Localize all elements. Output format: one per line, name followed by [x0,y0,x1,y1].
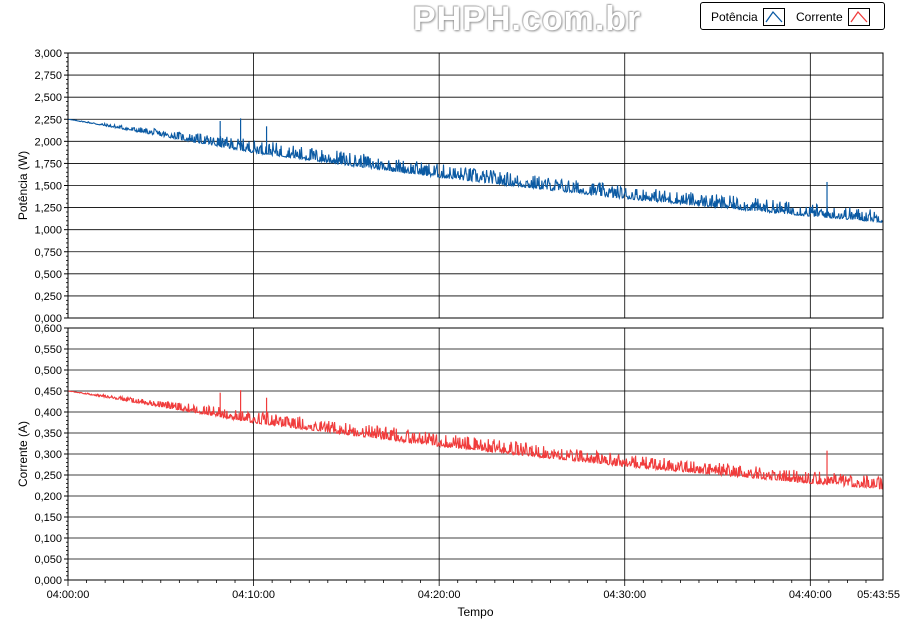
corrente-ytick-label: 0,050 [34,554,62,566]
xtick-label: 04:20:00 [418,589,461,601]
xtick-label: 04:40:00 [789,589,832,601]
corrente-ytick-label: 0,450 [34,386,62,398]
corrente-ytick-label: 0,000 [34,575,62,587]
corrente-ytick-label: 0,200 [34,491,62,503]
legend-label-corrente: Corrente [796,10,843,24]
corrente-plot-frame [67,327,884,581]
xlabel: Tempo [457,605,493,619]
red-line-icon [847,8,870,26]
xtick-label: 05:43:55 [857,589,900,601]
potencia-ytick-label: 3,000 [34,48,62,60]
xtick-label: 04:10:00 [232,589,275,601]
xtick-label: 04:30:00 [603,589,646,601]
potencia-plot-frame [67,52,884,319]
corrente-ytick-label: 0,550 [34,344,62,356]
legend-item-potencia[interactable]: Potência [711,7,785,27]
potencia-ytick-label: 1,750 [34,158,62,170]
potencia-ytick-label: 0,750 [34,247,62,259]
corrente-ytick-label: 0,100 [34,533,62,545]
watermark: PHPH.com.br [413,0,642,38]
corrente-ytick-label: 0,400 [34,407,62,419]
corrente-ytick-label: 0,600 [34,323,62,335]
xtick-label: 04:00:00 [47,589,90,601]
corrente-ytick-label: 0,250 [34,470,62,482]
potencia-ytick-label: 2,750 [34,70,62,82]
blue-line-icon [762,8,785,26]
potencia-ytick-label: 0,500 [34,269,62,281]
potencia-ytick-label: 2,500 [34,92,62,104]
corrente-ylabel: Corrente (A) [16,421,30,487]
potencia-ytick-label: 0,000 [34,313,62,325]
corrente-ytick-label: 0,300 [34,449,62,461]
corrente-plot: 0,000 0,050 0,100 0,150 0,200 0,250 0,300 0,350… [16,323,900,619]
potencia-ytick-label: 1,500 [34,181,62,193]
corrente-ytick-label: 0,150 [34,512,62,524]
potencia-ytick-label: 0,250 [34,291,62,303]
potencia-ytick-label: 2,250 [34,114,62,126]
potencia-series-line [67,118,884,224]
potencia-ytick-label: 2,000 [34,136,62,148]
legend: Potência Corrente [700,2,885,30]
potencia-ylabel: Potência (W) [16,151,30,220]
potencia-ytick-label: 1,250 [34,203,62,215]
corrente-series-line [67,390,884,490]
potencia-ytick-label: 1,000 [34,225,62,237]
corrente-ytick-label: 0,500 [34,365,62,377]
corrente-ytick-label: 0,350 [34,428,62,440]
potencia-plot: 0,000 0,250 0,500 0,750 1,000 1,250 1,500 1,750… [16,48,884,325]
legend-item-corrente[interactable]: Corrente [796,7,870,27]
legend-label-potencia: Potência [711,10,758,24]
